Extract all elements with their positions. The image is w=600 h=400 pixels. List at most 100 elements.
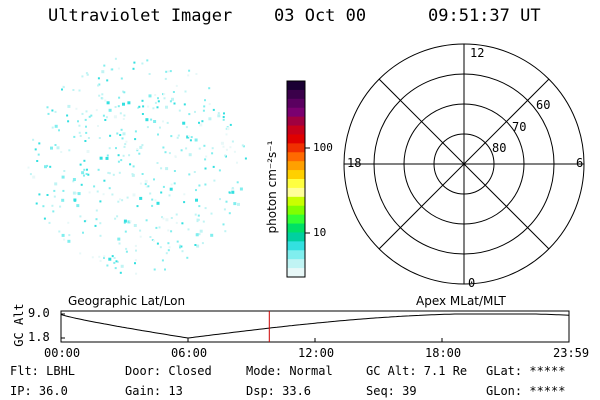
image-pixel [67, 104, 71, 108]
image-pixel [163, 93, 166, 96]
image-pixel [164, 77, 167, 80]
image-pixel [170, 183, 173, 186]
image-pixel [106, 79, 109, 82]
colorbar-segment [287, 81, 305, 91]
image-pixel [117, 200, 120, 203]
image-pixel [176, 240, 179, 243]
image-pixel [155, 226, 158, 229]
image-pixel [61, 175, 65, 179]
image-pixel [75, 107, 78, 110]
image-pixel [148, 73, 151, 75]
image-pixel [63, 170, 66, 172]
image-pixel [125, 250, 128, 253]
image-pixel [86, 73, 89, 76]
image-pixel [183, 201, 186, 204]
image-pixel [132, 193, 136, 197]
colorbar-segment [287, 187, 305, 198]
image-pixel [134, 262, 136, 265]
image-pixel [173, 170, 176, 172]
image-pixel [162, 120, 164, 123]
image-pixel [36, 160, 39, 162]
xtick-label-0000: 00:00 [44, 346, 81, 360]
image-pixel [199, 229, 203, 233]
image-pixel [187, 74, 190, 77]
image-pixel [50, 146, 53, 150]
image-pixel [198, 147, 201, 150]
image-pixel [46, 106, 49, 109]
image-pixel [212, 108, 215, 111]
image-pixel [75, 192, 78, 195]
colorbar-segment [287, 107, 305, 118]
image-pixel [112, 173, 115, 176]
image-pixel [117, 260, 119, 263]
image-pixel [38, 142, 41, 145]
image-pixel [87, 137, 90, 139]
glat-info: GLat: ***** [486, 364, 566, 378]
image-pixel [188, 153, 192, 157]
image-pixel [52, 210, 55, 213]
image-pixel [194, 138, 198, 142]
image-pixel [129, 163, 132, 166]
image-pixel [120, 264, 124, 268]
image-pixel [85, 125, 87, 128]
image-pixel [185, 126, 188, 129]
image-pixel [145, 185, 148, 188]
dsp-info: Dsp: 33.6 [246, 384, 312, 398]
image-pixel [90, 114, 93, 117]
image-pixel [125, 247, 128, 250]
colorbar-segment [287, 232, 305, 242]
image-pixel [117, 154, 120, 157]
image-pixel [204, 183, 207, 186]
image-pixel [141, 173, 144, 175]
image-pixel [38, 193, 41, 196]
image-pixel [79, 163, 82, 166]
image-pixel [99, 259, 102, 262]
mlt-label-12: 12 [470, 46, 485, 60]
image-pixel [203, 105, 206, 108]
image-pixel [121, 137, 124, 140]
image-pixel [113, 257, 116, 259]
image-pixel [47, 112, 50, 115]
image-pixel [173, 182, 176, 185]
mlt-label-18: 18 [347, 156, 362, 170]
image-pixel [147, 105, 150, 108]
image-pixel [136, 149, 139, 152]
image-pixel [86, 150, 90, 153]
image-pixel [217, 112, 220, 115]
image-pixel [34, 148, 37, 151]
image-pixel [167, 242, 170, 245]
image-pixel [72, 180, 75, 183]
image-pixel [188, 173, 191, 176]
filter-info: Flt: LBHL [10, 364, 76, 378]
image-pixel [51, 109, 54, 112]
image-pixel [195, 198, 198, 202]
image-pixel [108, 147, 111, 150]
image-pixel [180, 245, 183, 248]
image-pixel [127, 220, 131, 224]
image-pixel [154, 199, 157, 202]
image-pixel [152, 107, 155, 110]
image-pixel [88, 191, 91, 194]
image-pixel [194, 213, 197, 216]
image-pixel [132, 165, 135, 168]
image-pixel [61, 88, 63, 91]
observation-date: 03 Oct 00 [274, 6, 367, 26]
image-pixel [208, 87, 211, 90]
image-pixel [188, 113, 191, 116]
image-pixel [72, 178, 76, 181]
image-pixel [120, 77, 123, 80]
image-pixel [170, 217, 173, 219]
image-pixel [106, 101, 110, 105]
image-pixel [106, 154, 109, 157]
image-pixel [81, 112, 84, 115]
image-pixel [131, 173, 135, 177]
image-pixel [156, 201, 160, 205]
image-pixel [179, 246, 181, 249]
image-pixel [103, 179, 106, 182]
image-pixel [197, 214, 200, 217]
colorbar-segment [287, 125, 305, 136]
image-pixel [134, 138, 137, 141]
image-pixel [85, 110, 88, 113]
xtick-label-1200: 12:00 [298, 346, 335, 360]
image-pixel [194, 110, 196, 113]
